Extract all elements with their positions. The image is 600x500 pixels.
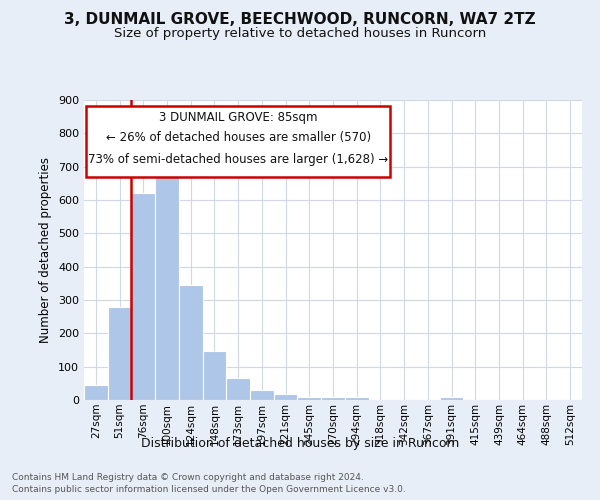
Text: Contains HM Land Registry data © Crown copyright and database right 2024.: Contains HM Land Registry data © Crown c… bbox=[12, 472, 364, 482]
Bar bbox=[179, 285, 203, 400]
Bar bbox=[345, 398, 368, 400]
Text: Size of property relative to detached houses in Runcorn: Size of property relative to detached ho… bbox=[114, 28, 486, 40]
Bar bbox=[226, 378, 250, 400]
Text: 73% of semi-detached houses are larger (1,628) →: 73% of semi-detached houses are larger (… bbox=[88, 152, 389, 166]
Text: Distribution of detached houses by size in Runcorn: Distribution of detached houses by size … bbox=[141, 438, 459, 450]
Y-axis label: Number of detached properties: Number of detached properties bbox=[40, 157, 52, 343]
Bar bbox=[298, 396, 321, 400]
Bar bbox=[108, 306, 131, 400]
Bar bbox=[274, 394, 298, 400]
Bar bbox=[250, 390, 274, 400]
Bar bbox=[84, 385, 108, 400]
Bar bbox=[440, 398, 463, 400]
Bar bbox=[321, 398, 345, 400]
FancyBboxPatch shape bbox=[86, 106, 390, 176]
Text: ← 26% of detached houses are smaller (570): ← 26% of detached houses are smaller (57… bbox=[106, 132, 371, 144]
Text: 3, DUNMAIL GROVE, BEECHWOOD, RUNCORN, WA7 2TZ: 3, DUNMAIL GROVE, BEECHWOOD, RUNCORN, WA… bbox=[64, 12, 536, 28]
Text: Contains public sector information licensed under the Open Government Licence v3: Contains public sector information licen… bbox=[12, 485, 406, 494]
Bar bbox=[131, 194, 155, 400]
Bar bbox=[155, 176, 179, 400]
Text: 3 DUNMAIL GROVE: 85sqm: 3 DUNMAIL GROVE: 85sqm bbox=[159, 110, 317, 124]
Bar bbox=[203, 350, 226, 400]
